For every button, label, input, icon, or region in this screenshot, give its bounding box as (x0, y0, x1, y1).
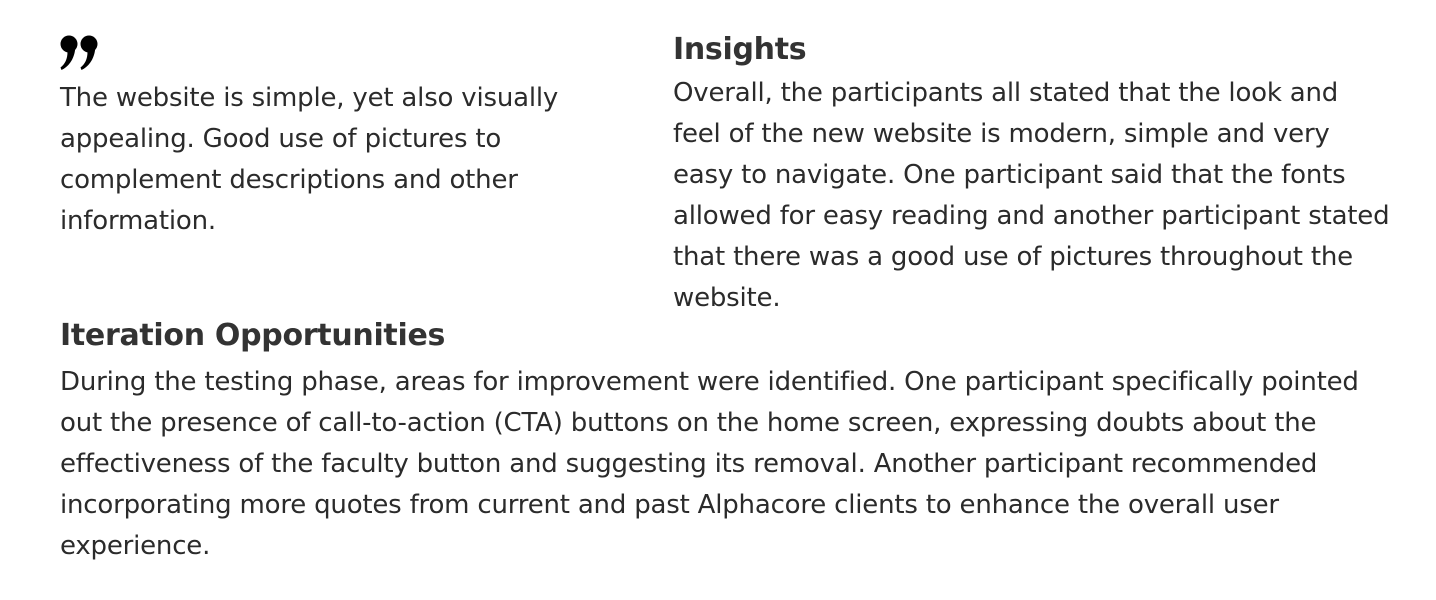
insights-body: Overall, the participants all stated tha… (673, 78, 1390, 313)
iteration-body: During the testing phase, areas for impr… (60, 367, 1359, 561)
iteration-opportunities-section: Iteration Opportunities During the testi… (60, 316, 1400, 567)
quote-text: The website is simple, yet also visually… (60, 83, 559, 236)
testimonial-quote: The website is simple, yet also visually… (60, 34, 640, 242)
insights-heading: Insights (673, 32, 807, 67)
insights-section: Insights Overall, the participants all s… (673, 30, 1393, 319)
iteration-heading: Iteration Opportunities (60, 318, 446, 353)
closing-quote-icon (60, 35, 98, 70)
